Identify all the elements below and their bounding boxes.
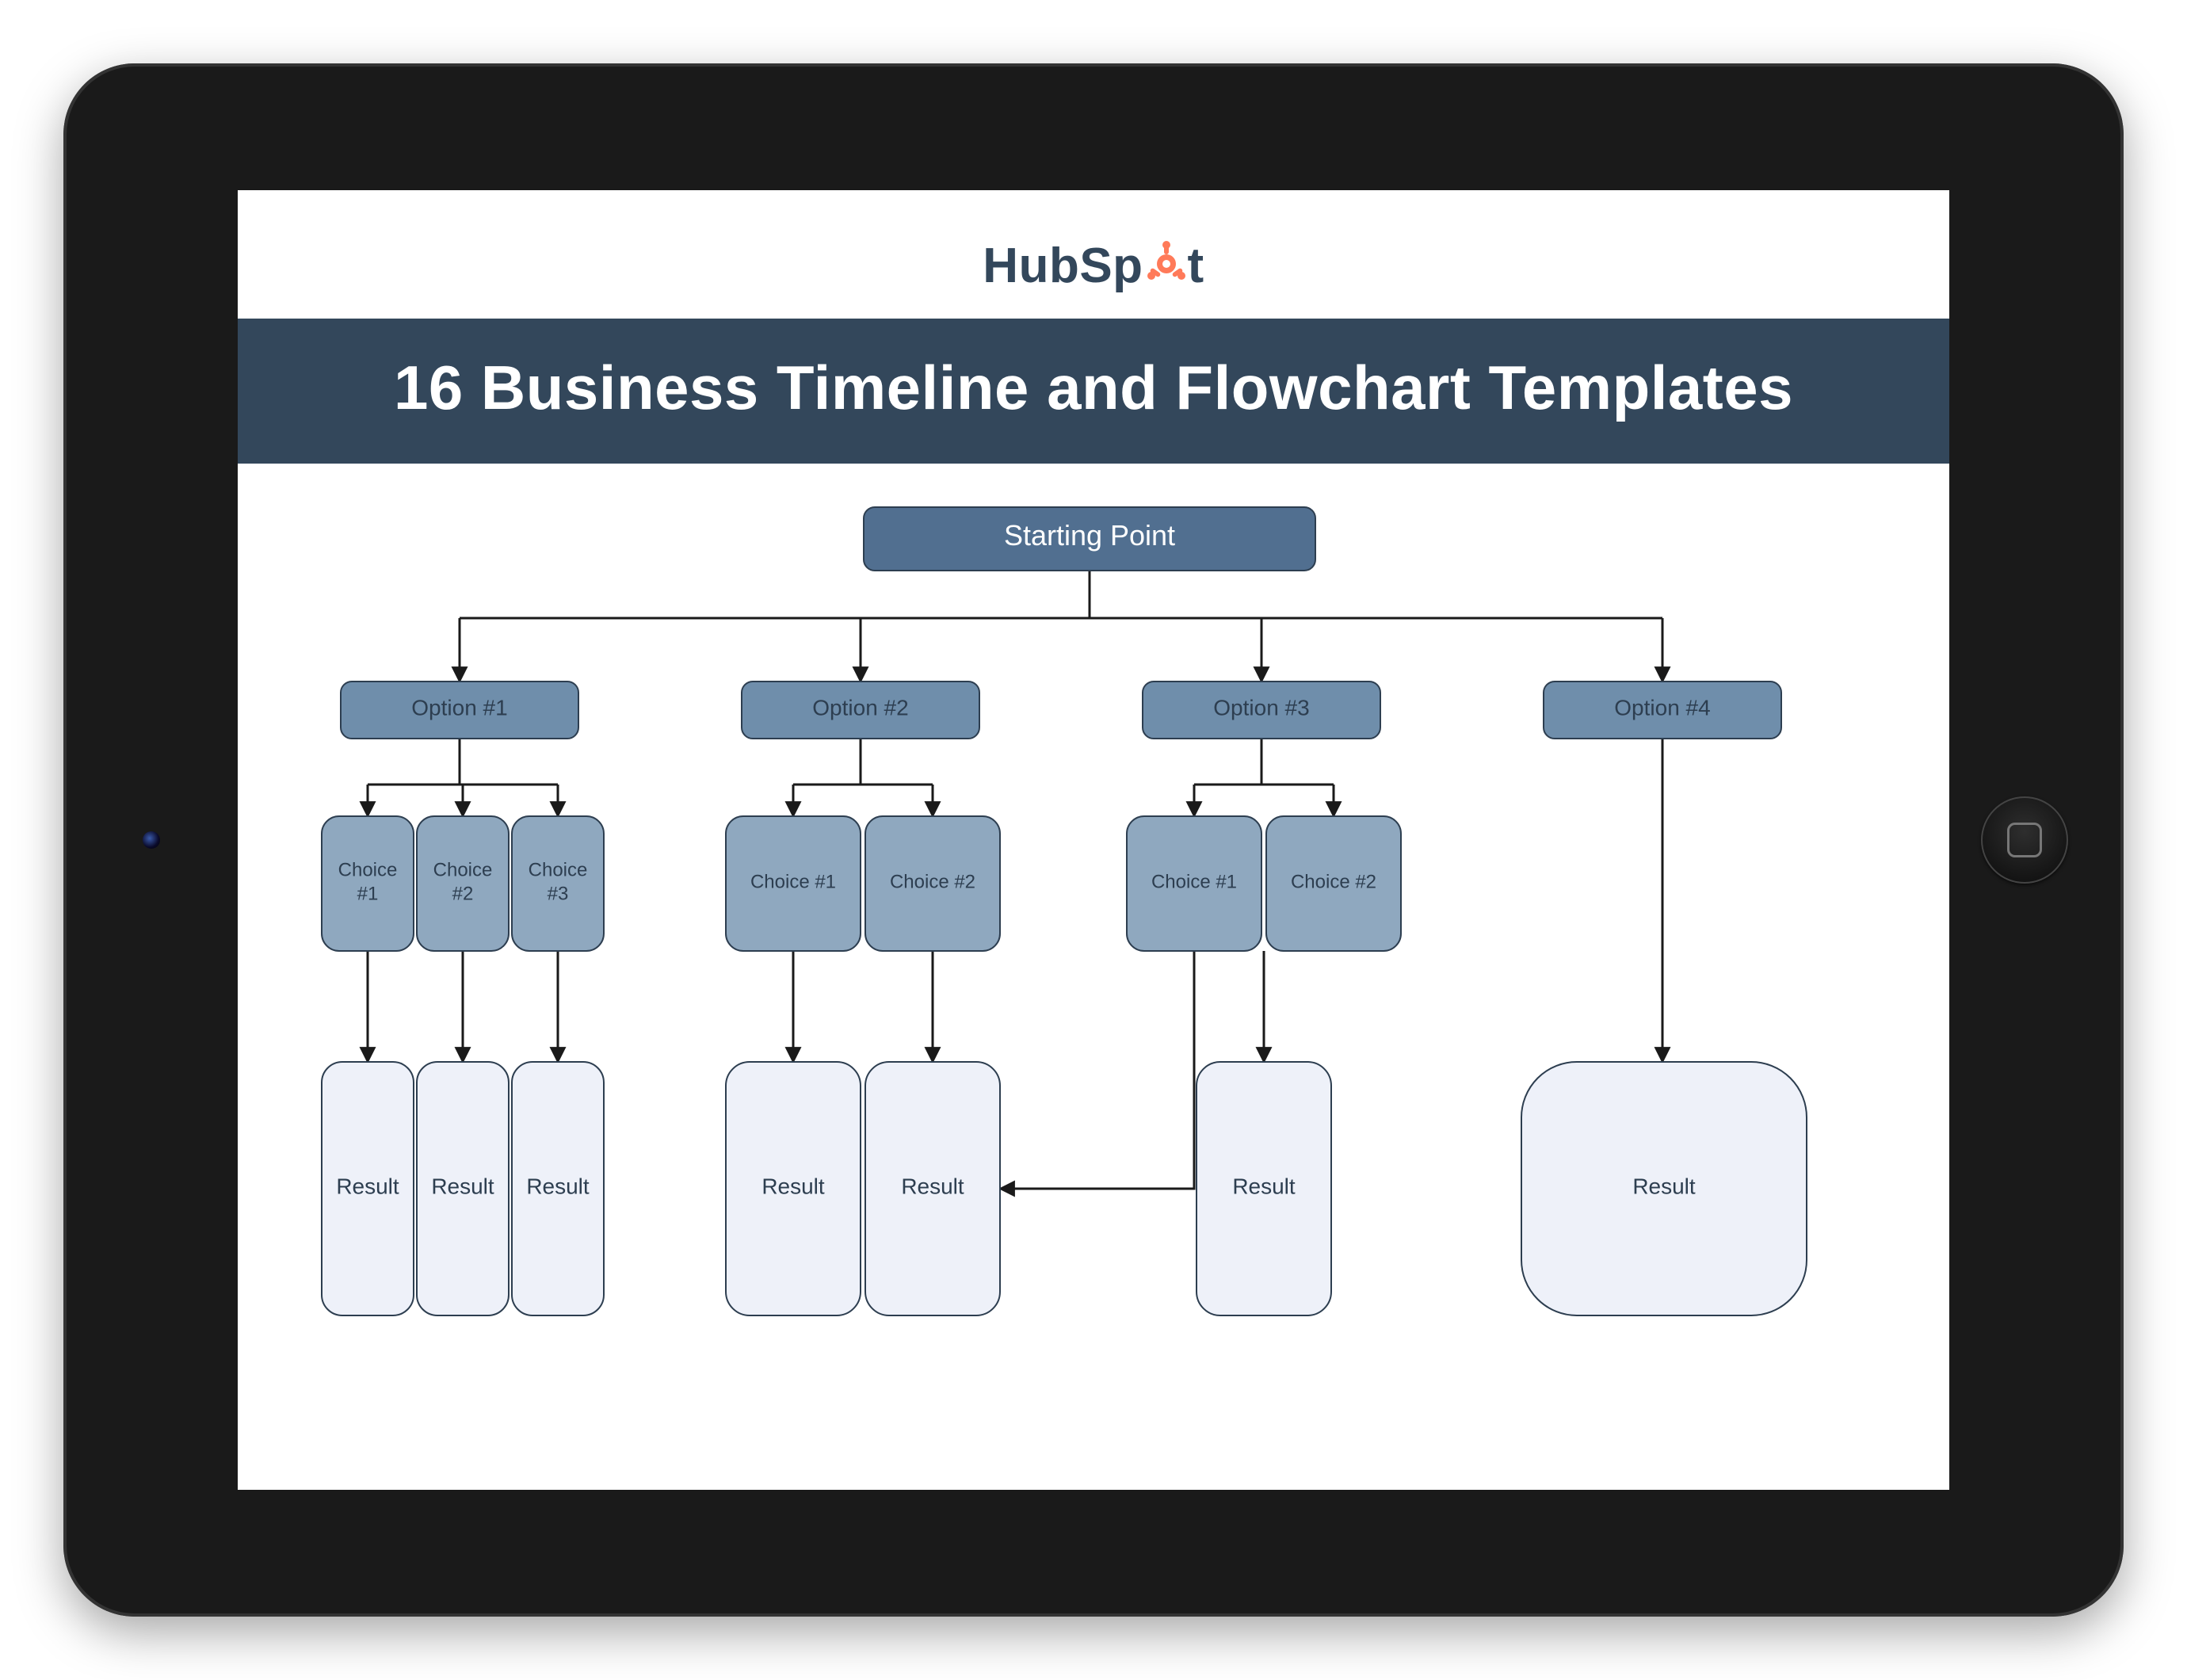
svg-text:Result: Result (1232, 1174, 1296, 1198)
camera-icon (143, 831, 160, 849)
svg-text:#2: #2 (452, 883, 474, 904)
node-r21: Result (726, 1062, 861, 1315)
svg-text:Result: Result (901, 1174, 964, 1198)
home-button[interactable] (1981, 796, 2068, 884)
title-banner: 16 Business Timeline and Flowchart Templ… (238, 319, 1949, 464)
title-text: 16 Business Timeline and Flowchart Templ… (394, 353, 1793, 422)
svg-text:Choice #1: Choice #1 (750, 871, 836, 892)
svg-text:Choice #2: Choice #2 (1291, 871, 1376, 892)
node-c11: Choice #1 (322, 816, 414, 951)
flowchart: Starting Point Option #1 Option #2 Option #… (238, 475, 1949, 1490)
logo-text-left: HubSp (983, 239, 1143, 293)
flowchart-svg: Starting Point Option #1 Option #2 Option #… (238, 475, 1949, 1490)
svg-text:Result: Result (761, 1174, 825, 1198)
node-root: Starting Point (864, 507, 1315, 571)
node-r13: Result (512, 1062, 604, 1315)
svg-text:Result: Result (336, 1174, 399, 1198)
node-r11: Result (322, 1062, 414, 1315)
sprocket-icon (1145, 239, 1188, 295)
svg-text:Option #4: Option #4 (1614, 695, 1710, 720)
node-c22: Choice #2 (865, 816, 1000, 951)
svg-text:#1: #1 (357, 883, 379, 904)
svg-text:Choice #1: Choice #1 (1151, 871, 1237, 892)
node-opt1: Option #1 (341, 682, 578, 739)
node-opt4: Option #4 (1544, 682, 1781, 739)
svg-text:Option #2: Option #2 (812, 695, 908, 720)
node-r22: Result (865, 1062, 1000, 1315)
ipad-frame: HubSpt 16 Business Timeline and Flowchar… (63, 63, 2124, 1617)
svg-text:Choice: Choice (433, 859, 493, 880)
node-opt2: Option #2 (742, 682, 979, 739)
node-opt3: Option #3 (1143, 682, 1380, 739)
node-r12: Result (417, 1062, 509, 1315)
svg-text:#3: #3 (548, 883, 569, 904)
node-r4: Result (1521, 1062, 1807, 1315)
svg-text:Result: Result (431, 1174, 494, 1198)
logo-text-right: t (1188, 239, 1204, 293)
svg-text:Result: Result (526, 1174, 590, 1198)
hubspot-logo: HubSpt (238, 190, 1949, 319)
svg-text:Choice: Choice (338, 859, 398, 880)
svg-text:Option #3: Option #3 (1213, 695, 1309, 720)
node-c21: Choice #1 (726, 816, 861, 951)
svg-text:Choice #2: Choice #2 (890, 871, 975, 892)
node-c32: Choice #2 (1266, 816, 1401, 951)
node-c31: Choice #1 (1127, 816, 1261, 951)
node-c12: Choice #2 (417, 816, 509, 951)
svg-text:Option #1: Option #1 (411, 695, 507, 720)
svg-text:Result: Result (1632, 1174, 1696, 1198)
svg-text:Choice: Choice (529, 859, 588, 880)
screen: HubSpt 16 Business Timeline and Flowchar… (238, 190, 1949, 1490)
node-r31: Result (1197, 1062, 1331, 1315)
node-c13: Choice #3 (512, 816, 604, 951)
svg-text:Starting Point: Starting Point (1004, 519, 1175, 552)
